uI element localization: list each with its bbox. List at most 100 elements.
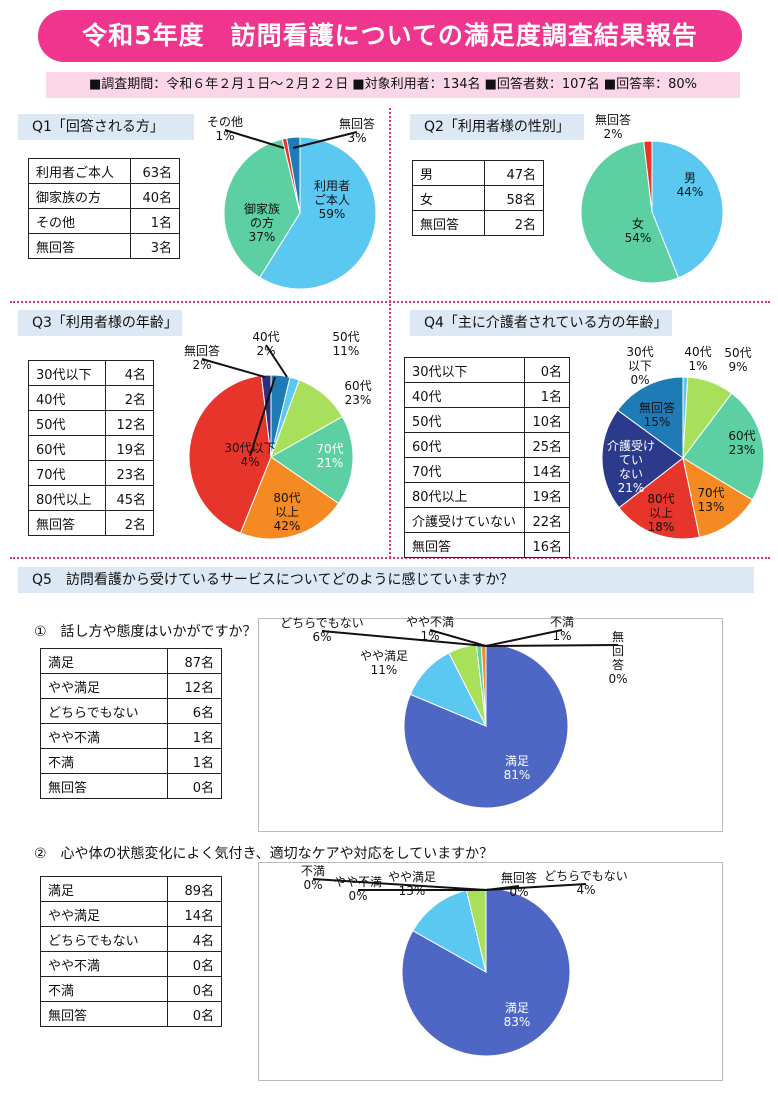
slice-label-line: やや不満 (334, 875, 382, 889)
pie-slice (616, 376, 684, 459)
slice-label: 無回答 0% (501, 870, 537, 899)
leader-line (292, 131, 358, 149)
q3-pie-chart: 30代以下 4%40代 2%50代 11%60代 23%70代 21%80代以上 42%無回… (184, 330, 372, 540)
row-value: 4名 (167, 926, 222, 952)
slice-label-line: 無 (612, 629, 624, 644)
table-row: 70代 23名 (28, 460, 155, 486)
leader-line (249, 376, 276, 457)
slice-label-line: 以下 (628, 359, 652, 373)
slice-label: 男 44% (677, 171, 704, 199)
slice-label-line: 無回答 (501, 870, 537, 885)
row-value: 22名 (524, 507, 570, 533)
table-row: 無回答 16名 (403, 532, 570, 558)
slice-label-line: 21% (317, 456, 344, 470)
slice-label-line: 満足 (505, 754, 529, 768)
slice-label-line: 40代 (252, 330, 279, 344)
row-label: 30代以下 (28, 360, 106, 386)
slice-label-line: 23% (729, 443, 756, 457)
pie-slice (682, 456, 754, 538)
table-row: 介護受けていない 22名 (403, 507, 570, 533)
row-label: 無回答 (39, 1001, 169, 1027)
q5-question-2: ② 心や体の状態変化によく気付き、適切なケアや対応をしていますか？ (34, 846, 494, 862)
q3-heading: Q3「利用者様の年齢」 (18, 310, 182, 336)
slice-label-line: 不満 (550, 615, 574, 629)
row-label: 60代 (28, 435, 106, 461)
row-value: 25名 (524, 432, 570, 458)
table-row: 利用者ご本人 63名 (27, 158, 180, 184)
row-value: 2名 (104, 385, 155, 411)
leader-line (201, 358, 266, 378)
slice-label-line: 30代 (626, 345, 653, 359)
row-label: 80代以上 (28, 485, 106, 511)
row-label: 60代 (403, 432, 526, 458)
pie-slice (286, 136, 301, 214)
slice-label-line: 50代 (332, 330, 359, 344)
table-row: 満足 87名 (39, 648, 222, 674)
pie-slice (682, 392, 765, 501)
q1-table: 利用者ご本人 63名 御家族の方 40名 その他 1名 無回答 3名 (27, 158, 180, 259)
leader-line (312, 878, 487, 891)
row-value: 1名 (524, 382, 570, 408)
q4-pie-chart: 30代以下 0%40代 1%50代 9%60代 23%70代 13%80代以上 18%介護受… (601, 345, 765, 540)
slice-label: 不満 1% (550, 615, 574, 643)
slice-label: 無回答 2% (184, 343, 220, 372)
row-value: 2名 (104, 510, 155, 536)
row-value: 6名 (167, 698, 222, 724)
slice-label-line: 11% (333, 344, 360, 358)
q5-question-1: ① 話し方や態度はいかがですか？ (34, 624, 257, 640)
table-row: 40代 1名 (403, 382, 570, 408)
row-value: 10名 (524, 407, 570, 433)
slice-label-line: 4% (576, 883, 595, 897)
table-row: 80代以上 45名 (28, 485, 155, 511)
row-label: 無回答 (39, 773, 169, 799)
q4-table: 30代以下 0名 40代 1名 50代 10名 60代 25名 70代 14名 80代以上 19名 介護… (403, 357, 570, 558)
q3-table: 30代以下 4名 40代 2名 50代 12名 60代 19名 70代 23名 80代以上 45名 無回… (28, 360, 155, 536)
slice-label-line: 13% (399, 884, 426, 898)
row-value: 63名 (130, 158, 180, 184)
row-value: 2名 (483, 210, 545, 236)
table-row: 無回答 0名 (39, 773, 222, 799)
table-row: どちらでもない 4名 (39, 926, 222, 952)
slice-label: 不満 0% (301, 864, 325, 892)
row-label: どちらでもない (39, 926, 169, 952)
q2-table: 男 47名女 58名 無回答 2名 (412, 160, 545, 236)
slice-label: 40代 2% (252, 330, 279, 358)
row-value: 47名 (483, 160, 545, 186)
slice-label-line: 21% (618, 481, 645, 495)
slice-label-line: 2% (256, 344, 275, 358)
row-value: 3名 (130, 233, 180, 259)
row-label: 無回答 (412, 210, 485, 236)
row-value: 19名 (524, 482, 570, 508)
row-label: 介護受けていない (403, 507, 526, 533)
slice-label-line: 54% (625, 231, 652, 245)
slice-label-line: の方 (250, 215, 274, 230)
q4-heading: Q4「主に介護者されている方の年齢」 (410, 310, 672, 336)
slice-label: 50代 9% (724, 346, 751, 374)
slice-label: 80代以上 42% (273, 491, 300, 533)
row-value: 1名 (167, 748, 222, 774)
slice-label-line: 0% (630, 373, 649, 387)
table-row: 満足 89名 (39, 876, 222, 902)
pie-slice (651, 140, 724, 279)
slice-label-line: 無回答 (639, 400, 675, 415)
row-value: 40名 (130, 183, 180, 209)
slice-label: 無回答 15% (639, 400, 675, 429)
table-row: 不満 1名 (39, 748, 222, 774)
slice-label: どちらでもない 6% (280, 616, 364, 644)
row-label: 無回答 (27, 233, 132, 259)
table-row: 男 47名 (412, 160, 545, 186)
q1-heading: Q1「回答される方」 (18, 114, 194, 140)
slice-label: 満足 81% (504, 754, 531, 782)
row-value: 1名 (130, 208, 180, 234)
slice-label: 利用者ご本人 59% (314, 179, 350, 221)
slice-label-line: 11% (371, 663, 398, 677)
table-row: 御家族の方 40名 (27, 183, 180, 209)
slice-label: 無回答 3% (339, 116, 375, 145)
pie-slice (580, 140, 680, 284)
leader-line (265, 344, 288, 378)
slice-label-line: 2% (192, 358, 211, 372)
slice-label-line: 不満 (301, 864, 325, 878)
slice-label: その他 1% (207, 115, 243, 143)
table-row: 50代 12名 (28, 410, 155, 436)
slice-label-line: 30代以下 (224, 441, 275, 455)
